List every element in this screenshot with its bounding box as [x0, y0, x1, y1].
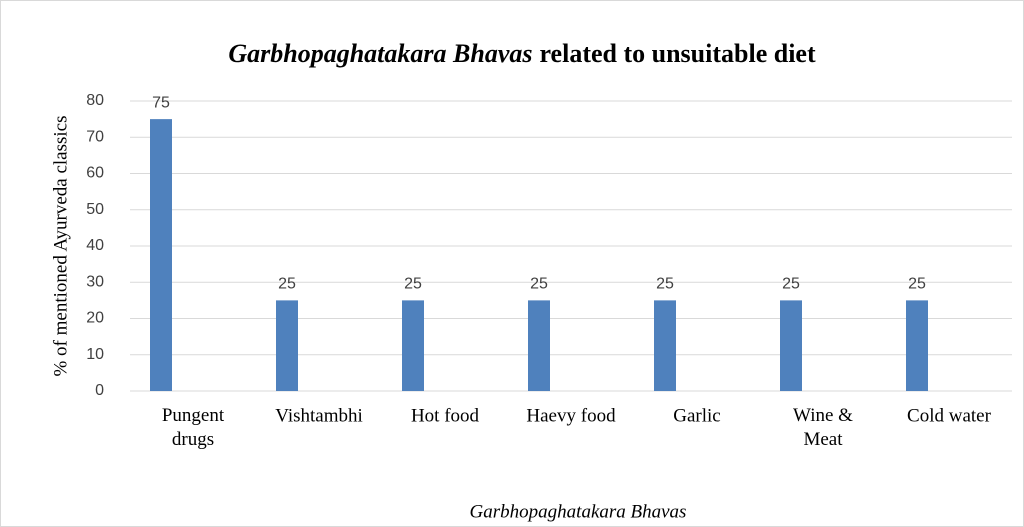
bar [150, 119, 172, 391]
title-part: related to unsuitable diet [539, 39, 815, 68]
y-tick-label: 0 [95, 382, 104, 399]
x-tick-label: Pungent drugs [162, 405, 225, 450]
y-tick-label: 10 [86, 346, 104, 363]
y-tick-label: 40 [86, 237, 104, 254]
chart-title: Garbhopaghatakara Bhavas related to unsui… [228, 39, 816, 68]
x-axis-label: Garbhopaghatakara Bhavas [470, 501, 687, 522]
y-axis-label: % of mentioned Ayurveda classics [50, 115, 71, 376]
value-label: 25 [278, 276, 296, 293]
value-label: 25 [908, 276, 926, 293]
y-tick-label: 20 [86, 310, 104, 327]
bar [402, 300, 424, 391]
x-tick-label: Haevy food [526, 405, 616, 426]
value-label: 25 [404, 276, 422, 293]
y-tick-label: 50 [86, 201, 104, 218]
y-tick-label: 70 [86, 128, 104, 145]
bar [528, 300, 550, 391]
value-label: 25 [782, 276, 800, 293]
y-tick-label: 30 [86, 273, 104, 290]
value-label: 25 [530, 276, 548, 293]
bar [654, 300, 676, 391]
value-label: 25 [656, 276, 674, 293]
bar [276, 300, 298, 391]
x-tick-label: Garlic [673, 405, 720, 426]
x-tick-label: Wine & Meat [793, 405, 853, 450]
bar [780, 300, 802, 391]
title-part: Garbhopaghatakara Bhavas [228, 39, 532, 68]
value-label: 75 [152, 94, 170, 111]
x-tick-label: Cold water [907, 405, 992, 426]
y-tick-label: 60 [86, 165, 104, 182]
y-tick-label: 80 [86, 92, 104, 109]
bar [906, 300, 928, 391]
x-tick-label: Vishtambhi [275, 405, 363, 426]
x-tick-label: Hot food [411, 405, 480, 426]
